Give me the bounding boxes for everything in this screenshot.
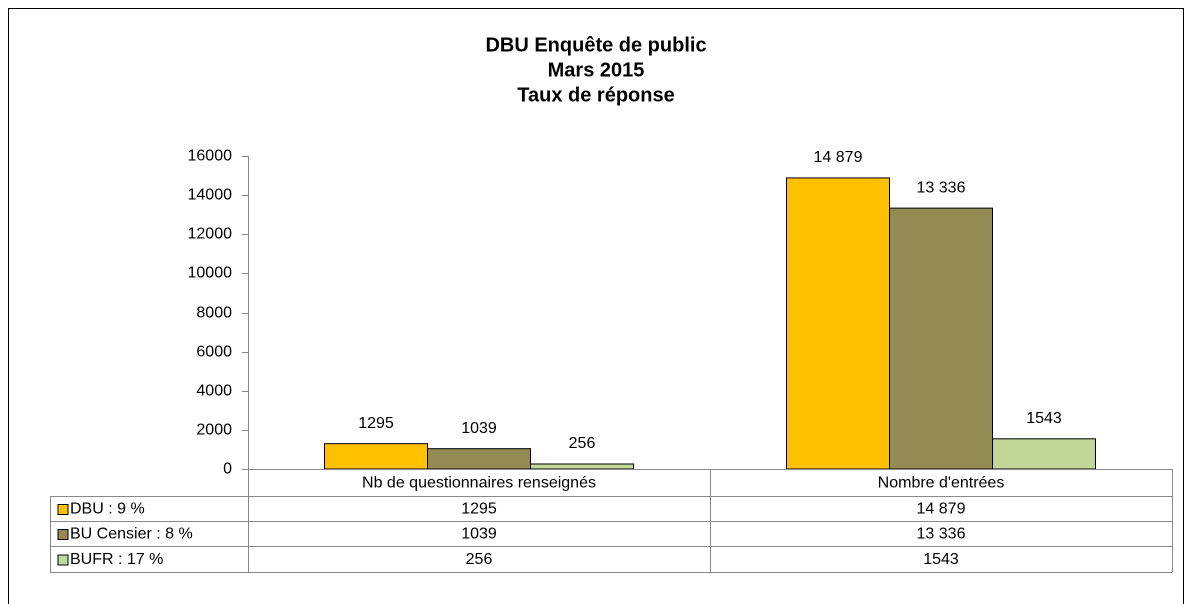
bar — [324, 443, 428, 470]
chart-title: Taux de réponse — [517, 84, 674, 106]
table-cell: 256 — [466, 551, 493, 568]
y-tick-label: 6000 — [196, 344, 232, 361]
bar — [530, 463, 634, 470]
legend-label: DBU : 9 % — [70, 501, 145, 518]
table-cell: 1039 — [461, 526, 497, 543]
y-tick-label: 12000 — [188, 226, 233, 243]
legend-label: BU Censier : 8 % — [70, 526, 193, 543]
table-cell: 14 879 — [917, 501, 966, 518]
table-cell: 1295 — [461, 501, 497, 518]
bar — [427, 448, 531, 470]
y-tick-label: 10000 — [188, 265, 233, 282]
bar — [992, 438, 1096, 470]
table-cell: 1543 — [923, 551, 959, 568]
table-header: Nb de questionnaires renseignés — [362, 475, 596, 492]
y-tick-label: 14000 — [188, 187, 233, 204]
chart-title: DBU Enquête de public — [485, 34, 706, 56]
data-label: 1295 — [358, 415, 394, 432]
legend-label: BUFR : 17 % — [70, 551, 163, 568]
y-tick-label: 0 — [223, 461, 232, 478]
chart-title: Mars 2015 — [548, 59, 645, 81]
bar — [889, 207, 993, 470]
table-cell: 13 336 — [917, 526, 966, 543]
legend-swatch — [57, 504, 69, 515]
legend-swatch — [57, 529, 69, 540]
y-tick-label: 8000 — [196, 305, 232, 322]
y-tick-label: 4000 — [196, 383, 232, 400]
data-label: 256 — [569, 435, 596, 452]
y-tick-label: 2000 — [196, 422, 232, 439]
data-label: 1039 — [461, 420, 497, 437]
table-header: Nombre d'entrées — [878, 475, 1005, 492]
y-tick-label: 16000 — [188, 148, 233, 165]
data-label: 13 336 — [917, 179, 966, 196]
legend-swatch — [57, 554, 69, 566]
data-label: 14 879 — [814, 149, 863, 166]
data-label: 1543 — [1026, 410, 1062, 427]
bar — [786, 177, 890, 470]
